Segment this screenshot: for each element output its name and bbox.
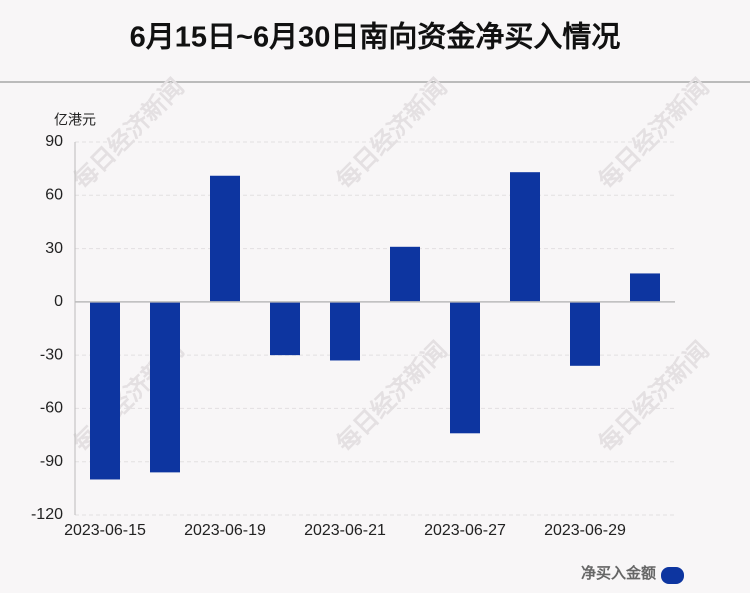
legend-swatch	[661, 567, 684, 584]
y-tick-label: -90	[40, 453, 63, 470]
chart-title: 6月15日~6月30日南向资金净买入情况	[130, 20, 621, 54]
bar	[330, 301, 360, 361]
bar	[150, 301, 180, 473]
y-tick-label: -30	[40, 346, 63, 363]
y-tick-label: 90	[45, 133, 63, 150]
bar	[210, 175, 240, 302]
bar	[450, 301, 480, 434]
x-tick-label: 2023-06-29	[544, 522, 626, 539]
y-axis-label: 亿港元	[54, 112, 96, 128]
plot: -120 -90 -60 -30 0 30 60 90 2023-06-15 2023-06-19…	[31, 133, 675, 539]
y-tick-label: -120	[31, 506, 63, 523]
legend-label: 净买入金额	[581, 564, 656, 582]
bar	[510, 172, 540, 302]
y-tick-label: -60	[40, 400, 63, 417]
bar	[270, 301, 300, 356]
x-tick-label: 2023-06-21	[304, 522, 386, 539]
x-tick-label: 2023-06-15	[64, 522, 146, 539]
y-tick-label: 30	[45, 240, 63, 257]
y-tick-label: 60	[45, 187, 63, 204]
bar	[90, 301, 120, 480]
x-tick-label: 2023-06-27	[424, 522, 506, 539]
x-tick-label: 2023-06-19	[184, 522, 266, 539]
bar	[570, 301, 600, 366]
y-tick-label: 0	[54, 293, 63, 310]
bar	[630, 273, 660, 302]
bar	[390, 246, 420, 302]
